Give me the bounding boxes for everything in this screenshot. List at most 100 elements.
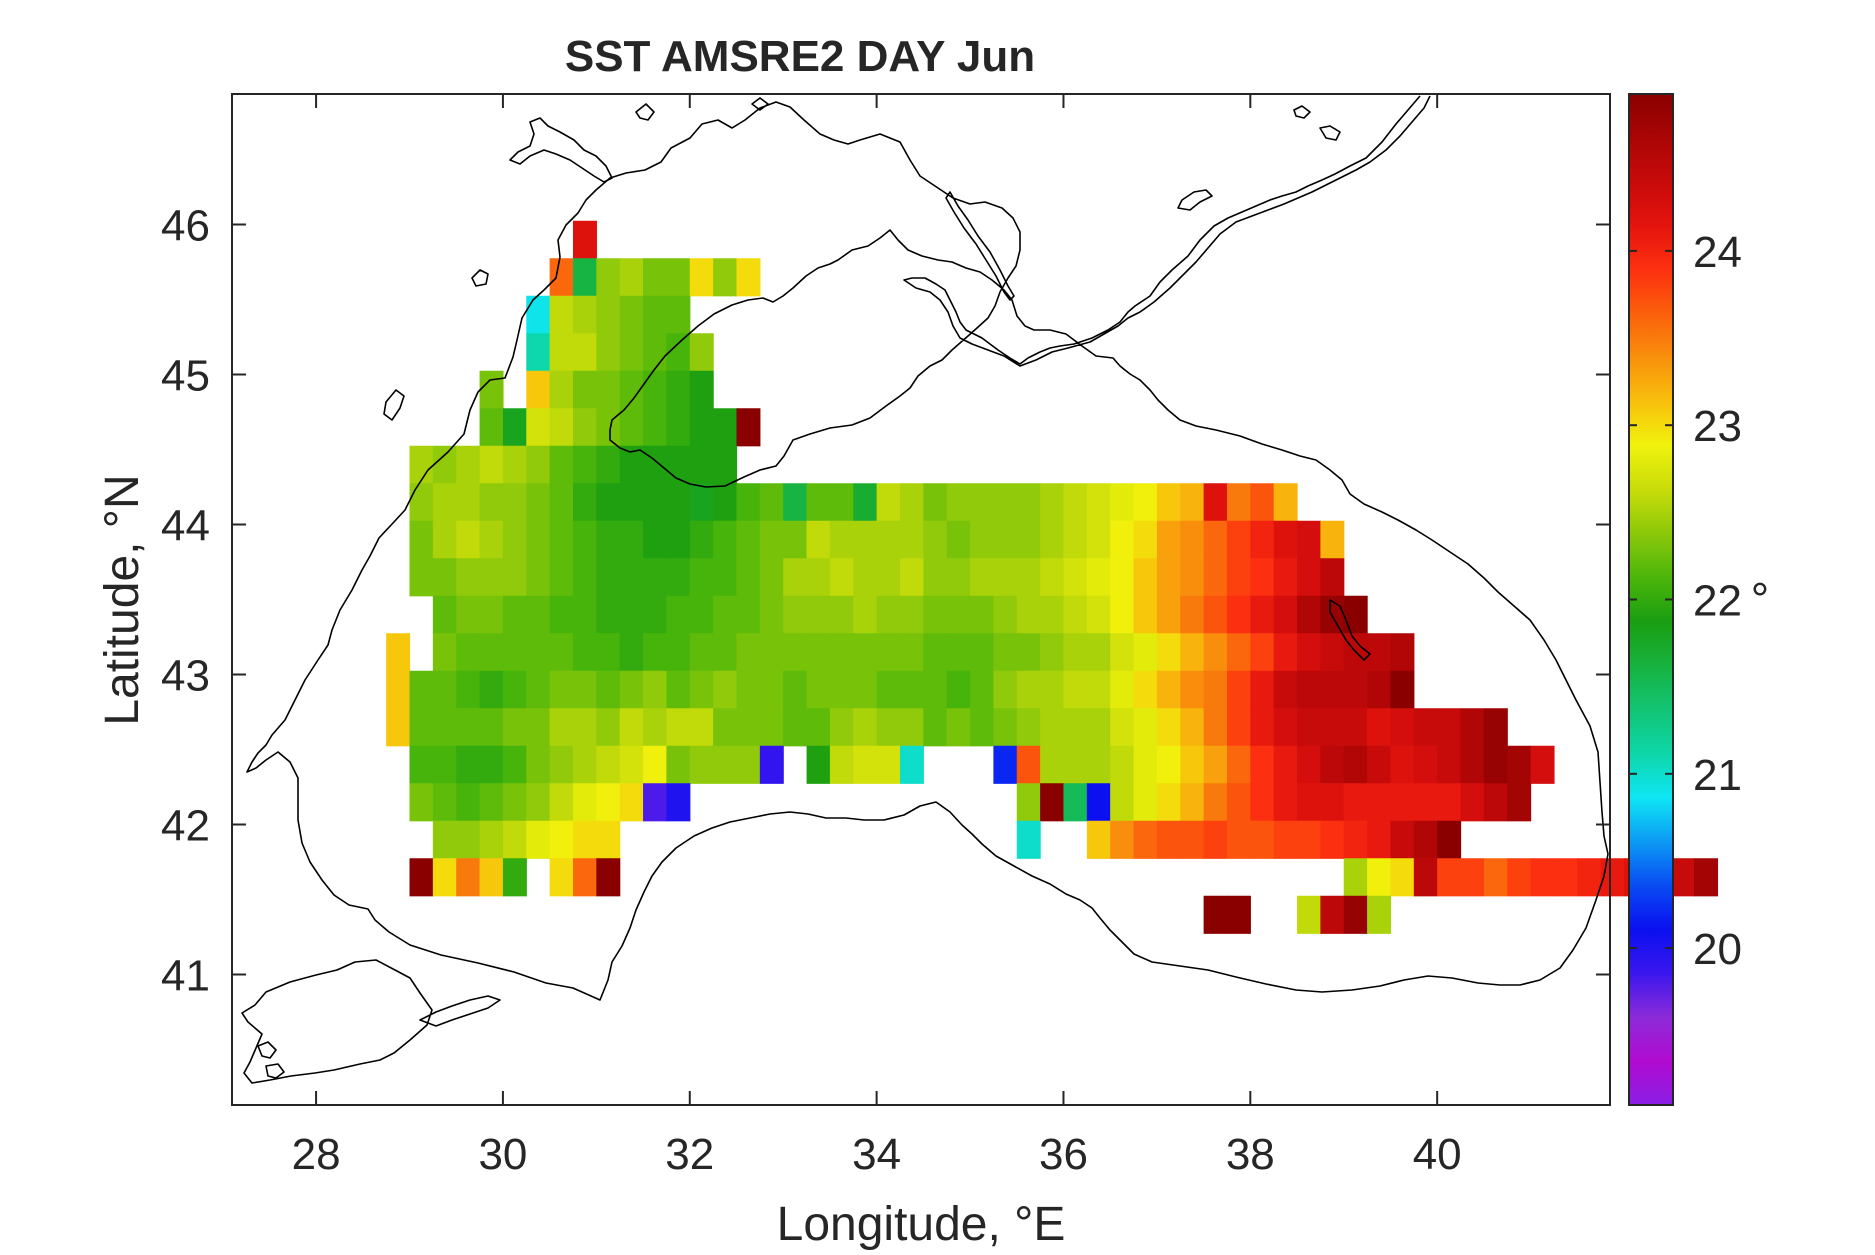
sst-cell xyxy=(1343,783,1368,822)
sst-cell xyxy=(596,445,621,484)
sst-cell xyxy=(1320,558,1345,597)
sst-cell xyxy=(1133,783,1158,822)
colorbar-frame xyxy=(1628,93,1674,1106)
sst-cell xyxy=(526,408,551,447)
sst-cell xyxy=(573,445,597,484)
sst-cell xyxy=(1016,783,1041,822)
sst-cell xyxy=(502,783,527,822)
sst-cell xyxy=(643,633,668,672)
colorbar-tick-label: 22 xyxy=(1693,577,1742,626)
sst-cell xyxy=(619,370,644,409)
sst-cell xyxy=(1063,745,1088,784)
sst-cell xyxy=(619,408,644,447)
sst-cell xyxy=(853,520,878,559)
sst-cell xyxy=(1203,783,1228,822)
sst-cell xyxy=(1413,745,1438,784)
sst-cell xyxy=(1086,708,1111,747)
sst-cell xyxy=(970,670,995,709)
sst-cell xyxy=(876,595,901,634)
sst-cell xyxy=(946,595,971,634)
sst-cell xyxy=(1226,820,1251,859)
sst-cell xyxy=(1297,633,1321,672)
y-tick-label: 42 xyxy=(161,802,210,851)
sst-cell xyxy=(619,258,644,297)
sst-cell xyxy=(899,595,924,634)
sst-cell xyxy=(549,445,574,484)
sst-cell xyxy=(643,783,668,822)
sst-cell xyxy=(1156,820,1181,859)
sst-cell xyxy=(1133,708,1158,747)
sst-cell xyxy=(1226,633,1251,672)
plot-area: 28 30 32 34 36 38 40 41 42 43 44 45 46 xyxy=(161,93,1719,1179)
sst-cell xyxy=(1507,745,1532,784)
sst-cell xyxy=(1180,520,1205,559)
sst-cell xyxy=(1226,708,1251,747)
sst-cell xyxy=(409,558,434,597)
sst-cell xyxy=(1273,670,1298,709)
sst-cell xyxy=(479,408,504,447)
sst-cell xyxy=(479,670,504,709)
sst-cell xyxy=(689,708,714,747)
sst-cell xyxy=(689,370,714,409)
sst-cell xyxy=(573,670,597,709)
sst-cell xyxy=(432,595,457,634)
colorbar-tick-label: 21 xyxy=(1693,751,1742,800)
sst-cell xyxy=(899,520,924,559)
sst-cell xyxy=(1437,858,1462,897)
colorbar-tick-label: 23 xyxy=(1693,402,1742,451)
sst-cell xyxy=(1180,783,1205,822)
sst-cell xyxy=(829,520,854,559)
sst-cell xyxy=(1040,483,1065,522)
sst-cell xyxy=(829,745,854,784)
sst-cell xyxy=(1273,520,1298,559)
sst-cell xyxy=(456,670,481,709)
sst-cell xyxy=(619,633,644,672)
sst-cell xyxy=(1670,858,1695,897)
sst-cell xyxy=(432,483,457,522)
sst-cell xyxy=(479,595,504,634)
sst-cell xyxy=(736,408,761,447)
sst-cell xyxy=(946,558,971,597)
sst-cell xyxy=(456,783,481,822)
sst-cell xyxy=(549,745,574,784)
sst-cell xyxy=(432,558,457,597)
sst-cell xyxy=(456,708,481,747)
sst-cell xyxy=(596,858,621,897)
sst-cell xyxy=(853,558,878,597)
sst-cell xyxy=(666,258,691,297)
sst-cell xyxy=(713,745,738,784)
sst-cell xyxy=(759,745,784,784)
sst-cell xyxy=(829,633,854,672)
sst-cell xyxy=(1297,670,1321,709)
sst-cell xyxy=(502,820,527,859)
sst-cell xyxy=(666,783,691,822)
sst-cell xyxy=(1367,895,1392,934)
sst-cell xyxy=(689,558,714,597)
sst-cell xyxy=(1040,670,1065,709)
sst-cell xyxy=(1133,595,1158,634)
sst-cell xyxy=(1483,708,1508,747)
sst-cell xyxy=(666,595,691,634)
sst-cell xyxy=(1063,520,1088,559)
sst-cell xyxy=(1530,745,1555,784)
sst-cell xyxy=(1226,558,1251,597)
sst-cell xyxy=(596,370,621,409)
sst-cell xyxy=(806,670,831,709)
sst-cell xyxy=(1460,745,1485,784)
sst-cell xyxy=(1133,520,1158,559)
sst-cell xyxy=(876,745,901,784)
sst-cell xyxy=(1203,558,1228,597)
sst-cell xyxy=(1203,708,1228,747)
sst-cell xyxy=(549,558,574,597)
sst-cell xyxy=(1016,745,1041,784)
y-tick-label: 44 xyxy=(161,502,210,551)
sst-cell xyxy=(619,595,644,634)
y-tick-label: 46 xyxy=(161,202,210,251)
sst-cell xyxy=(759,483,784,522)
sst-cell xyxy=(643,370,668,409)
sst-cell xyxy=(1413,858,1438,897)
sst-cell xyxy=(502,595,527,634)
sst-cell xyxy=(1180,595,1205,634)
sst-cell xyxy=(993,483,1018,522)
coastline xyxy=(241,95,1609,1084)
